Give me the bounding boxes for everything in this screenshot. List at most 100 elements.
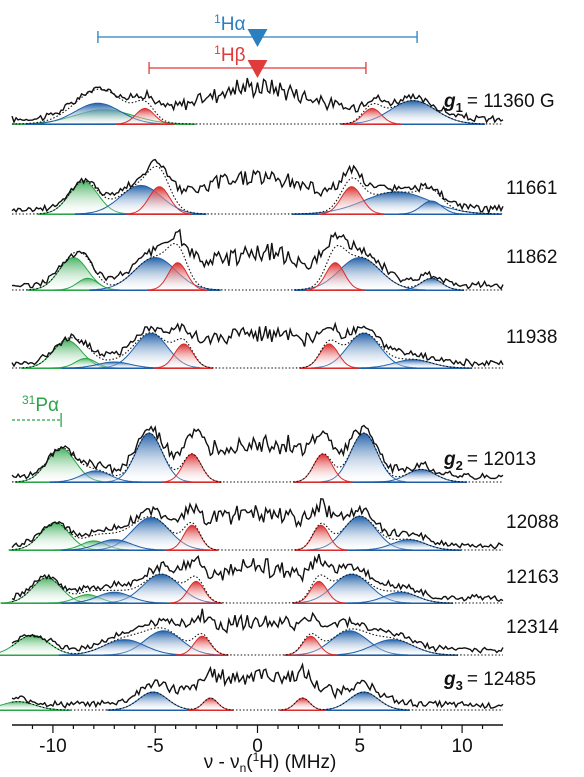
- g-subscript: 2: [456, 458, 463, 473]
- trace-1: [11, 77, 504, 125]
- p-alpha-label: 31Pα: [22, 393, 59, 416]
- h-beta-marker: 1Hβ: [148, 43, 367, 78]
- trace-4: [11, 321, 504, 369]
- red-component-1-1: [115, 107, 175, 125]
- g-symbol: g: [443, 91, 456, 112]
- simulated-trace-9: [11, 691, 503, 711]
- simulated-trace-6: [11, 515, 503, 551]
- red-component-7-2: [292, 580, 346, 604]
- experimental-trace-8: [11, 608, 504, 654]
- experimental-trace-2: [11, 158, 504, 216]
- h-alpha-marker-label-sup: 1: [214, 12, 221, 26]
- red-component-7-1: [169, 580, 223, 604]
- field-label-1: g1 = 11360 G: [443, 91, 555, 115]
- red-component-2-2: [318, 186, 385, 215]
- red-component-2-1: [126, 186, 193, 215]
- simulated-trace-4: [12, 332, 503, 369]
- p-alpha-marker: 31Pα: [12, 393, 62, 427]
- simulated-trace-1: [12, 88, 503, 125]
- h-beta-marker-center-marker: [247, 60, 268, 78]
- x-label-sup: 1: [253, 750, 260, 764]
- trace-8: [0, 608, 504, 656]
- red-component-3-2: [305, 262, 365, 291]
- blue-component-3-1: [89, 256, 221, 291]
- blue-component-2-2: [291, 191, 502, 215]
- experimental-trace-7: [11, 553, 504, 603]
- spectra-traces: [0, 77, 504, 711]
- trace-3: [11, 228, 504, 291]
- experimental-trace-6: [11, 498, 504, 550]
- x-label-part2: H) (MHz): [259, 752, 336, 773]
- simulated-trace-2: [12, 165, 503, 215]
- field-value: = 12485: [467, 669, 536, 690]
- experimental-trace-9: [11, 662, 504, 709]
- field-label-2: 11661: [506, 178, 557, 199]
- g-symbol: g: [443, 449, 456, 470]
- experimental-trace-3: [11, 228, 504, 290]
- x-axis: -10 -5 0 5 10: [12, 724, 503, 757]
- blue-component-5-4: [374, 468, 468, 483]
- blue-component-6-3: [61, 539, 167, 551]
- h-beta-marker-label-sup: 1: [214, 43, 221, 57]
- field-label-3: 11862: [506, 247, 557, 268]
- experimental-trace-4: [11, 321, 504, 368]
- h-alpha-marker: 1Hα: [97, 12, 418, 47]
- blue-component-7-3: [61, 591, 167, 604]
- p-alpha-label-greek: α: [48, 395, 59, 416]
- trace-2: [11, 158, 504, 216]
- red-component-8-2: [284, 635, 337, 656]
- x-label-paren: (: [246, 752, 253, 773]
- field-value: = 12013: [467, 449, 536, 470]
- g-subscript: 1: [456, 100, 463, 115]
- x-label-part1: ν - ν: [204, 752, 240, 773]
- red-component-1-2: [342, 107, 402, 125]
- x-tick-label: 5: [355, 736, 366, 757]
- h-alpha-marker-label-base: H: [221, 14, 235, 35]
- blue-component-2-3: [398, 200, 465, 215]
- x-tick-label: 10: [452, 736, 473, 757]
- field-label-6: 12088: [506, 512, 559, 533]
- blue-component-5-3: [49, 470, 142, 483]
- g-subscript: 3: [456, 678, 463, 693]
- red-component-9-2: [279, 697, 326, 711]
- red-component-4-1: [153, 343, 214, 369]
- red-component-4-2: [299, 343, 359, 369]
- blue-component-6-4: [356, 539, 462, 551]
- trace-7: [0, 553, 504, 604]
- p-alpha-label-base: P: [35, 395, 48, 416]
- experimental-trace-5: [11, 424, 504, 480]
- field-value: = 11360 G: [467, 91, 555, 112]
- h-beta-marker-label: 1Hβ: [214, 43, 245, 66]
- field-label-9: g3 = 12485: [443, 669, 536, 693]
- red-component-3-1: [147, 262, 208, 291]
- x-tick-label: -10: [39, 736, 66, 757]
- h-beta-marker-label-base: H: [221, 45, 235, 66]
- red-component-6-1: [165, 524, 219, 551]
- blue-component-7-4: [347, 591, 454, 604]
- x-tick-label: 0: [252, 736, 263, 757]
- simulated-trace-8: [11, 627, 503, 656]
- h-alpha-marker-label-greek: α: [235, 14, 246, 35]
- field-label-8: 12314: [506, 617, 559, 638]
- blue-component-3-2: [293, 256, 426, 291]
- field-label-7: 12163: [506, 567, 559, 588]
- h-alpha-marker-label: 1Hα: [214, 12, 245, 35]
- trace-9: [0, 662, 504, 711]
- x-tick-label: -5: [147, 736, 164, 757]
- h-beta-marker-label-greek: β: [235, 45, 246, 66]
- trace-6: [8, 498, 504, 551]
- field-label-5: g2 = 12013: [443, 449, 536, 473]
- simulated-trace-7: [11, 573, 503, 604]
- blue-component-8-4: [326, 639, 459, 656]
- field-label-4: 11938: [506, 327, 557, 348]
- x-axis-label: ν - νn(1H) (MHz): [204, 750, 337, 775]
- g-symbol: g: [443, 669, 456, 690]
- simulated-trace-5: [11, 432, 503, 483]
- p-alpha-label-sup: 31: [22, 393, 36, 407]
- trace-5: [11, 424, 504, 483]
- experimental-trace-1: [11, 77, 504, 124]
- x-label-sub: n: [240, 761, 247, 775]
